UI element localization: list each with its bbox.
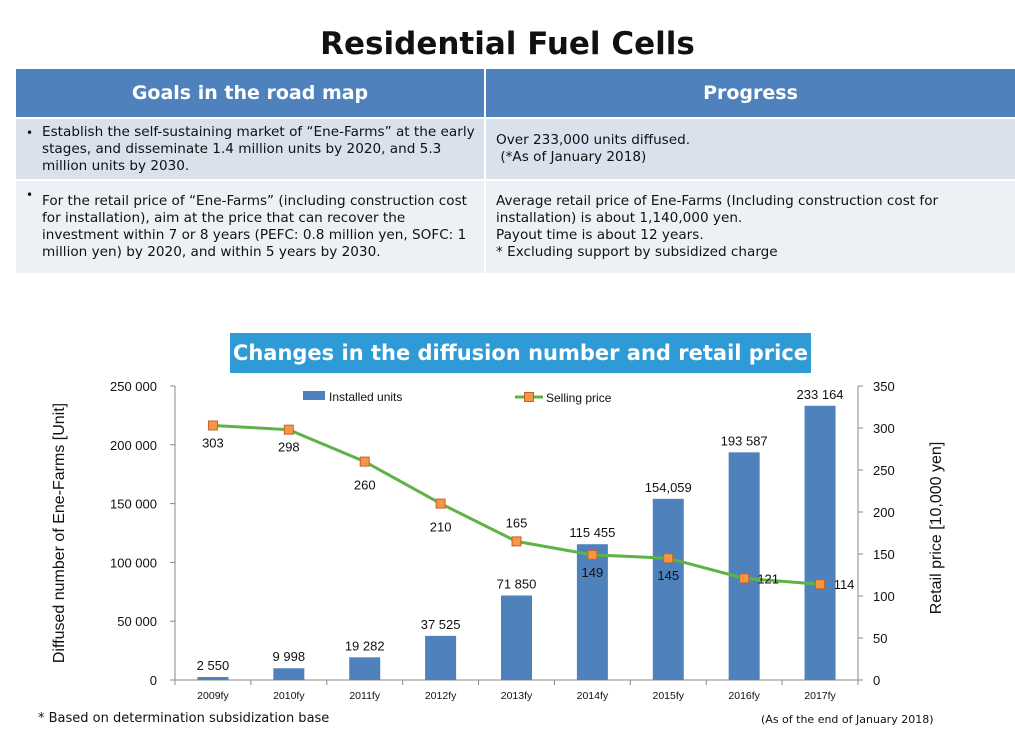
y-left-tick-label: 0: [150, 673, 157, 688]
bar-installed-units: [349, 657, 381, 680]
selling-price-marker: [511, 536, 522, 547]
bullet-icon: •: [26, 188, 34, 202]
selling-price-marker: [283, 424, 294, 435]
x-tick-label: 2013fy: [501, 690, 533, 702]
table-row: • For the retail price of “Ene-Farms” (i…: [16, 179, 1015, 273]
bar-installed-units: [728, 452, 760, 680]
y-right-tick-label: 250: [873, 463, 895, 478]
goal-cell: • For the retail price of “Ene-Farms” (i…: [16, 179, 486, 273]
selling-price-marker: [359, 456, 370, 467]
selling-price-marker: [435, 498, 446, 509]
x-tick-label: 2015fy: [653, 690, 685, 702]
page-title: Residential Fuel Cells: [320, 26, 695, 62]
line-data-label: 149: [582, 565, 604, 580]
footnote: * Based on determination subsidization b…: [38, 711, 330, 726]
progress-cell: Average retail price of Ene-Farms (Inclu…: [485, 179, 1015, 273]
bar-data-label: 37 525: [421, 617, 461, 632]
progress-line: (*As of January 2018): [496, 149, 647, 165]
y-right-tick-label: 150: [873, 547, 895, 562]
line-data-label: 165: [506, 515, 528, 530]
progress-line: Average retail price of Ene-Farms (Inclu…: [496, 193, 939, 226]
line-data-label: 114: [834, 577, 855, 592]
line-data-label: 260: [354, 478, 376, 493]
progress-cell: Over 233,000 units diffused. (*As of Jan…: [485, 117, 1015, 180]
table-row: • Establish the self-sustaining market o…: [16, 117, 1015, 180]
bar-data-label: 2 550: [197, 658, 230, 673]
selling-price-marker: [815, 579, 826, 590]
y-right-tick-label: 300: [873, 421, 895, 436]
progress-line: * Excluding support by subsidized charge: [496, 244, 778, 260]
selling-price-marker: [587, 549, 598, 560]
legend-line-label: Selling price: [546, 391, 612, 405]
y-left-tick-label: 150 000: [110, 497, 157, 512]
x-tick-label: 2010fy: [273, 690, 305, 702]
x-tick-label: 2011fy: [349, 690, 380, 702]
bar-data-label: 9 998: [273, 649, 306, 664]
line-data-label: 145: [657, 568, 679, 583]
y-left-tick-label: 200 000: [110, 438, 157, 453]
bar-installed-units: [197, 677, 229, 680]
y-right-tick-label: 200: [873, 505, 895, 520]
bar-data-label: 71 850: [497, 577, 537, 592]
bar-installed-units: [804, 405, 836, 680]
bar-data-label: 233 164: [797, 387, 844, 402]
bar-data-label: 154,059: [645, 480, 692, 495]
y-right-tick-label: 350: [873, 379, 895, 394]
bar-installed-units: [576, 544, 608, 680]
selling-price-marker: [739, 573, 750, 584]
x-tick-label: 2014fy: [577, 690, 609, 702]
y-right-axis-title: Retail price [10,000 yen]: [928, 442, 945, 615]
bar-data-label: 19 282: [345, 638, 385, 653]
progress-header: Progress: [485, 69, 1015, 118]
bar-data-label: 193 587: [721, 433, 768, 448]
progress-line: Over 233,000 units diffused.: [496, 132, 691, 148]
bar-installed-units: [425, 635, 457, 680]
y-right-tick-label: 50: [873, 631, 887, 646]
roadmap-table: Goals in the road map Progress • Establi…: [16, 69, 1015, 273]
x-tick-label: 2009fy: [197, 690, 229, 702]
x-tick-label: 2012fy: [425, 690, 457, 702]
x-tick-label: 2017fy: [804, 690, 836, 702]
line-data-label: 121: [757, 571, 779, 586]
bar-installed-units: [652, 498, 684, 680]
x-tick-label: 2016fy: [728, 690, 760, 702]
legend-line-marker: [524, 392, 534, 402]
goal-cell: • Establish the self-sustaining market o…: [16, 117, 486, 180]
bullet-icon: •: [26, 126, 34, 140]
legend-bar-swatch: [303, 391, 325, 400]
y-right-tick-label: 100: [873, 589, 895, 604]
progress-line: Payout time is about 12 years.: [496, 227, 704, 243]
goal-text: For the retail price of “Ene-Farms” (inc…: [42, 193, 468, 260]
goal-text: Establish the self-sustaining market of …: [42, 123, 475, 174]
footnote-date: (As of the end of January 2018): [761, 713, 934, 726]
line-data-label: 210: [430, 520, 452, 535]
y-left-tick-label: 250 000: [110, 379, 157, 394]
y-right-tick-label: 0: [873, 673, 880, 688]
y-left-tick-label: 50 000: [117, 614, 157, 629]
line-data-label: 298: [278, 440, 300, 455]
y-left-tick-label: 100 000: [110, 555, 157, 570]
legend-bar-label: Installed units: [329, 390, 402, 404]
y-left-axis-title: Diffused number of Ene-Farms [Unit]: [51, 403, 68, 663]
bar-data-label: 115 455: [569, 525, 615, 540]
selling-price-marker: [207, 420, 218, 431]
line-data-label: 303: [202, 435, 224, 450]
chart-title: Changes in the diffusion number and reta…: [230, 333, 811, 373]
goals-header: Goals in the road map: [16, 69, 486, 118]
bar-installed-units: [501, 595, 532, 680]
selling-price-marker: [663, 553, 674, 564]
bar-installed-units: [273, 668, 305, 680]
